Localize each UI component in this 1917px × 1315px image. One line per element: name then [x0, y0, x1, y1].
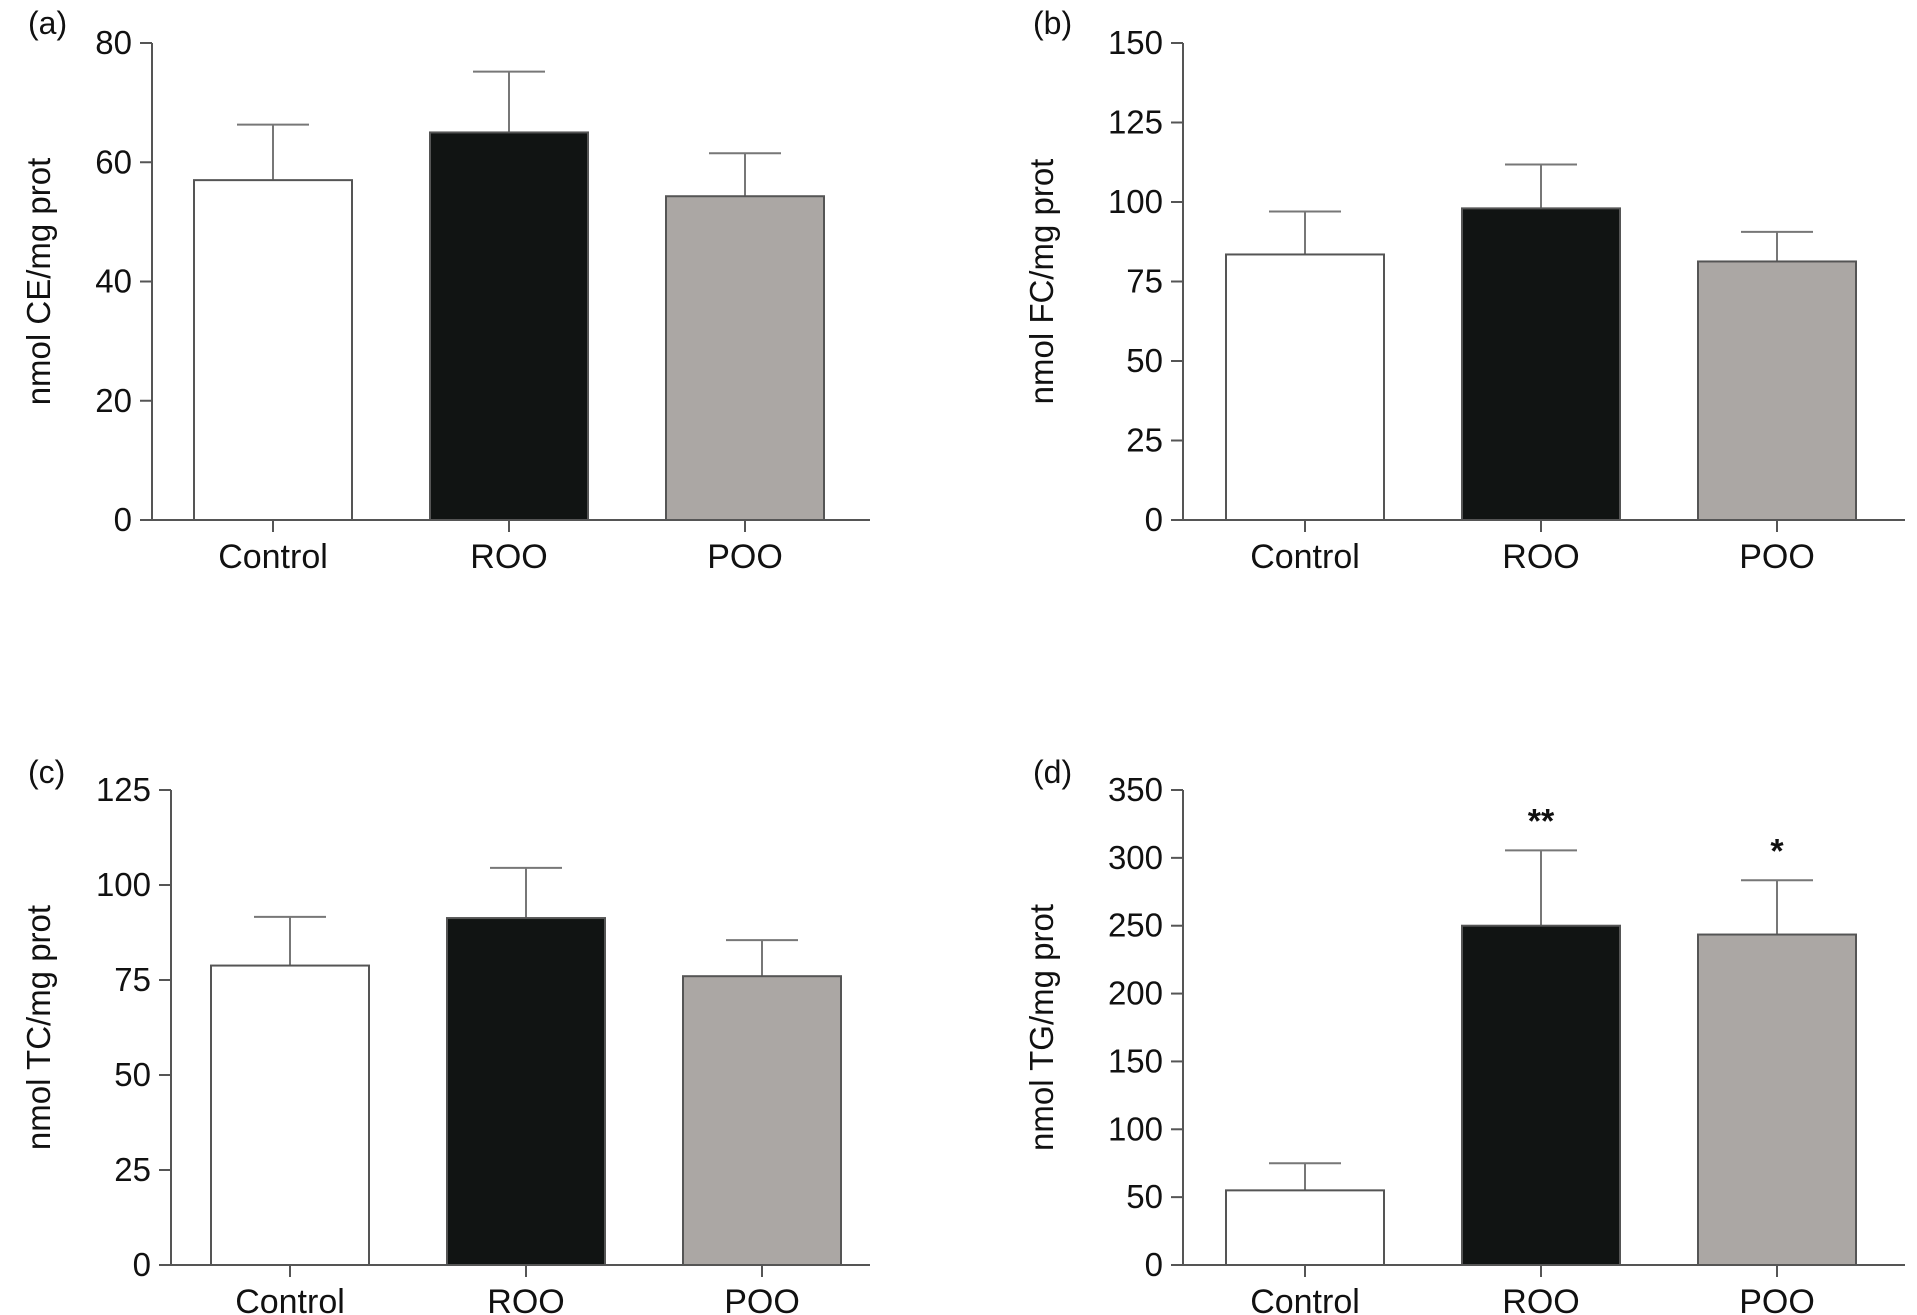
- chart-panel-a: (a) 0 20 40 60 80 nmol CE/mg prot Control ROO POO: [20, 5, 870, 576]
- x-tick-label: Control: [1250, 538, 1360, 576]
- bar-control: [210, 964, 370, 1266]
- y-tick-label: 150: [1108, 24, 1163, 61]
- y-tick-label: 150: [1108, 1042, 1163, 1079]
- bar-poo: [682, 975, 842, 1266]
- bar-poo: [1697, 933, 1857, 1266]
- bar-control: [193, 179, 353, 521]
- y-tick-label: 80: [95, 24, 132, 61]
- chart-panel-d: (d) 0 50 100 150 200 250 300 350 nmol TG/mg prot C…: [1023, 754, 1905, 1315]
- y-tick-label: 0: [133, 1246, 151, 1283]
- x-tick-label: Control: [1250, 1283, 1360, 1315]
- y-tick-label: 100: [96, 866, 151, 903]
- x-tick-label: POO: [1739, 538, 1815, 576]
- y-tick-label: 125: [96, 771, 151, 808]
- panel-label: (d): [1033, 754, 1072, 790]
- bar-roo: [1461, 924, 1621, 1266]
- x-tick-label: Control: [218, 538, 328, 576]
- bar-poo: [1697, 260, 1857, 521]
- x-tick-label: POO: [1739, 1283, 1815, 1315]
- x-tick-label: ROO: [487, 1283, 564, 1315]
- y-tick-label: 100: [1108, 1110, 1163, 1147]
- x-tick-label: POO: [707, 538, 783, 576]
- y-tick-label: 50: [1126, 342, 1163, 379]
- y-tick-label: 60: [95, 143, 132, 180]
- y-tick-label: 50: [1126, 1178, 1163, 1215]
- y-tick-label: 40: [95, 263, 132, 300]
- y-tick-label: 100: [1108, 183, 1163, 220]
- y-tick-label: 250: [1108, 907, 1163, 944]
- panel-label: (b): [1033, 5, 1072, 41]
- y-tick-label: 350: [1108, 771, 1163, 808]
- y-axis-label: nmol CE/mg prot: [20, 158, 57, 406]
- bar-control: [1225, 253, 1385, 521]
- y-tick-label: 200: [1108, 975, 1163, 1012]
- y-tick-label: 75: [1126, 263, 1163, 300]
- x-tick-label: ROO: [1502, 538, 1579, 576]
- x-tick-label: ROO: [1502, 1283, 1579, 1315]
- y-tick-label: 125: [1108, 104, 1163, 141]
- y-tick-label: 25: [114, 1151, 151, 1188]
- chart-panel-c: (c) 0 25 50 75 100 125 nmol TC/mg prot Control RO…: [20, 754, 870, 1315]
- bar-roo: [1461, 207, 1621, 522]
- chart-panel-b: (b) 0 25 50 75 100 125 150 nmol FC/mg prot Contro…: [1023, 5, 1905, 576]
- y-tick-label: 75: [114, 961, 151, 998]
- y-tick-label: 0: [1145, 1246, 1163, 1283]
- y-axis-label: nmol FC/mg prot: [1023, 159, 1060, 405]
- y-tick-label: 20: [95, 382, 132, 419]
- y-tick-label: 50: [114, 1056, 151, 1093]
- y-tick-label: 25: [1126, 422, 1163, 459]
- significance-marker: **: [1528, 802, 1555, 840]
- y-tick-label: 0: [114, 501, 132, 538]
- y-tick-label: 0: [1145, 501, 1163, 538]
- bar-control: [1225, 1189, 1385, 1267]
- x-tick-label: Control: [235, 1283, 345, 1315]
- x-tick-label: POO: [724, 1283, 800, 1315]
- bar-roo: [429, 131, 589, 521]
- x-tick-label: ROO: [470, 538, 547, 576]
- y-axis-label: nmol TC/mg prot: [20, 905, 57, 1150]
- panel-label: (a): [28, 5, 67, 41]
- panel-label: (c): [28, 754, 65, 790]
- significance-marker: *: [1770, 832, 1784, 870]
- bar-poo: [665, 195, 825, 522]
- y-tick-label: 300: [1108, 839, 1163, 876]
- y-axis-label: nmol TG/mg prot: [1023, 904, 1060, 1151]
- bar-roo: [446, 917, 606, 1266]
